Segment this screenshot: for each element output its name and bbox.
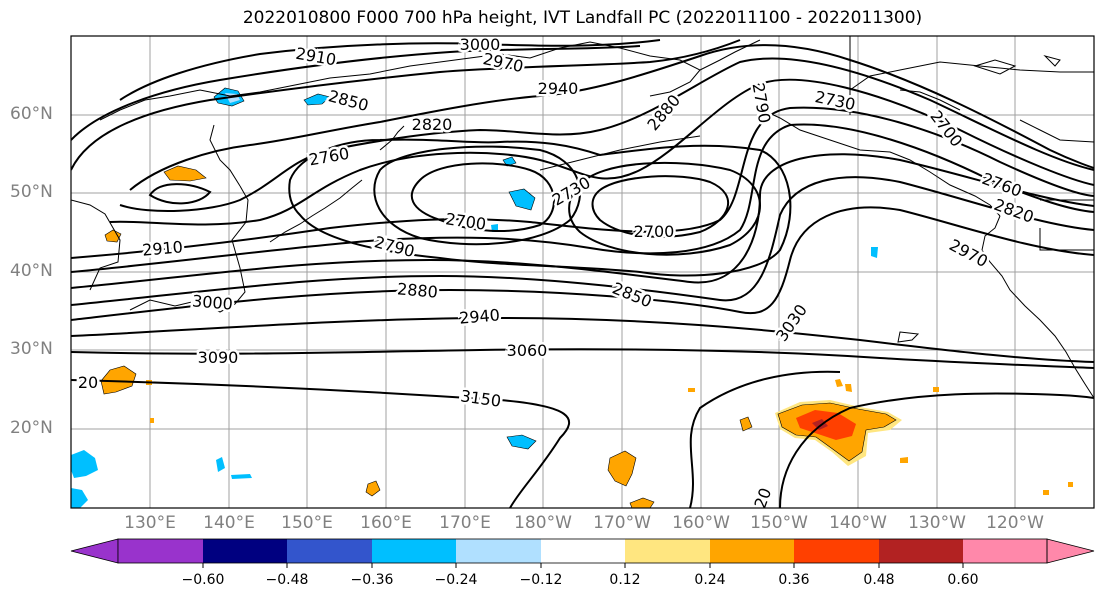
- contour-label: 2910: [141, 237, 183, 259]
- ivt-patch-blue: [506, 434, 537, 450]
- lon-label-160w: 160°W: [672, 513, 730, 533]
- lon-label-170w: 170°W: [593, 513, 651, 533]
- contour-label: 3030: [772, 301, 811, 345]
- colorbar-segment: [541, 539, 625, 563]
- colorbar-tick-label: 0.48: [863, 572, 895, 588]
- ivt-patch-orange: [1068, 482, 1073, 487]
- colorbar-segment: [879, 539, 963, 563]
- ivt-patch-orange: [933, 387, 939, 392]
- ivt-patch-orange: [835, 379, 843, 387]
- colorbar-tick-label: 0.24: [694, 572, 726, 588]
- contour-label: 3060: [507, 341, 548, 360]
- contour-label: 2820: [412, 115, 453, 134]
- ivt-patch-blue: [303, 93, 331, 106]
- ivt-patch-orange: [365, 480, 381, 497]
- contour-label: 2820: [992, 195, 1037, 227]
- contour-label: 2790: [372, 232, 416, 261]
- ivt-patch-orange: [845, 384, 852, 392]
- colorbar-segment: [710, 539, 794, 563]
- colorbar-tick-label: −0.48: [265, 572, 309, 588]
- lat-label-20n: 20°N: [10, 418, 53, 438]
- ivt-patch-blue: [71, 488, 88, 508]
- colorbar-tick-label: 0.12: [609, 572, 641, 588]
- ivt-patch-orange: [629, 497, 655, 508]
- ivt-patch-blue: [871, 247, 878, 258]
- height-contours: [71, 39, 1094, 508]
- contour-label: 20: [78, 373, 98, 392]
- ivt-patch-orange: [739, 416, 753, 432]
- lon-label-150e: 150°E: [281, 513, 333, 533]
- map-title: 2022010800 F000 700 hPa height, IVT Land…: [242, 8, 923, 28]
- ivt-patch-orange: [1043, 490, 1049, 495]
- ivt-patch-blue: [508, 188, 536, 211]
- ivt-patch-orange: [607, 450, 637, 487]
- colorbar-segment: [794, 539, 879, 563]
- contour-label: 20: [750, 485, 775, 511]
- ivt-patch-blue: [71, 450, 98, 478]
- colorbar-segment: [456, 539, 541, 563]
- colorbar-tick-label: −0.12: [519, 572, 563, 588]
- plot-frame: [70, 35, 1095, 509]
- ivt-patch-orange: [163, 165, 207, 182]
- colorbar-tick-label: −0.36: [350, 572, 394, 588]
- colorbar-extend-high: [1046, 538, 1095, 564]
- ivt-patch-orange: [104, 229, 122, 243]
- contour-label: 2880: [396, 279, 438, 301]
- contour-label: 3000: [460, 35, 501, 54]
- lon-label-140w: 140°W: [829, 513, 887, 533]
- colorbar-segment: [963, 539, 1047, 563]
- contour-label: 2700: [634, 222, 675, 241]
- lat-label-60n: 60°N: [10, 104, 53, 124]
- contour-label: 2880: [643, 91, 684, 134]
- colorbar-tick-label: 0.36: [778, 572, 810, 588]
- ivt-shading: [71, 87, 1073, 508]
- lon-label-160e: 160°E: [360, 513, 412, 533]
- ivt-patch-orange: [150, 418, 154, 423]
- lat-label-40n: 40°N: [10, 261, 53, 281]
- lon-label-180w: 180°W: [514, 513, 572, 533]
- colorbar-segment: [287, 539, 372, 563]
- ivt-patch-orange: [900, 457, 908, 463]
- ivt-patch-blue: [216, 457, 225, 472]
- colorbar-tick-label: −0.60: [181, 572, 225, 588]
- lat-label-30n: 30°N: [10, 339, 53, 359]
- lon-label-170e: 170°E: [439, 513, 491, 533]
- contour-label: 2760: [307, 144, 350, 170]
- colorbar-segment: [625, 539, 710, 563]
- lon-label-130w: 130°W: [908, 513, 966, 533]
- contour-label: 3090: [198, 348, 239, 367]
- contour-label: 2940: [458, 305, 500, 327]
- lon-label-120w: 120°W: [986, 513, 1044, 533]
- ivt-patch-orange: [688, 388, 695, 392]
- lat-label-50n: 50°N: [10, 182, 53, 202]
- contour-label: 3000: [191, 291, 233, 313]
- colorbar-extend-low: [70, 538, 119, 564]
- contour-label: 2850: [326, 86, 370, 115]
- colorbar-segment: [372, 539, 456, 563]
- contour-label: 3150: [459, 386, 502, 410]
- contour-label: 2790: [749, 81, 775, 124]
- ivt-patch-blue: [231, 474, 252, 479]
- contour-label: 2850: [610, 278, 655, 311]
- lon-label-150w: 150°W: [750, 513, 808, 533]
- colorbar-segment: [203, 539, 287, 563]
- lon-label-130e: 130°E: [124, 513, 176, 533]
- contour-label: 2730: [549, 173, 594, 210]
- colorbar-tick-label: 0.60: [947, 572, 979, 588]
- contour-label: 2700: [444, 209, 487, 233]
- lon-label-140e: 140°E: [203, 513, 255, 533]
- colorbar-segment: [118, 539, 203, 563]
- colorbar: [70, 538, 1095, 568]
- ivt-patch-orange: [100, 365, 137, 395]
- contour-label: 2970: [481, 49, 525, 76]
- contour-label: 2940: [538, 79, 579, 98]
- colorbar-tick-label: −0.24: [434, 572, 478, 588]
